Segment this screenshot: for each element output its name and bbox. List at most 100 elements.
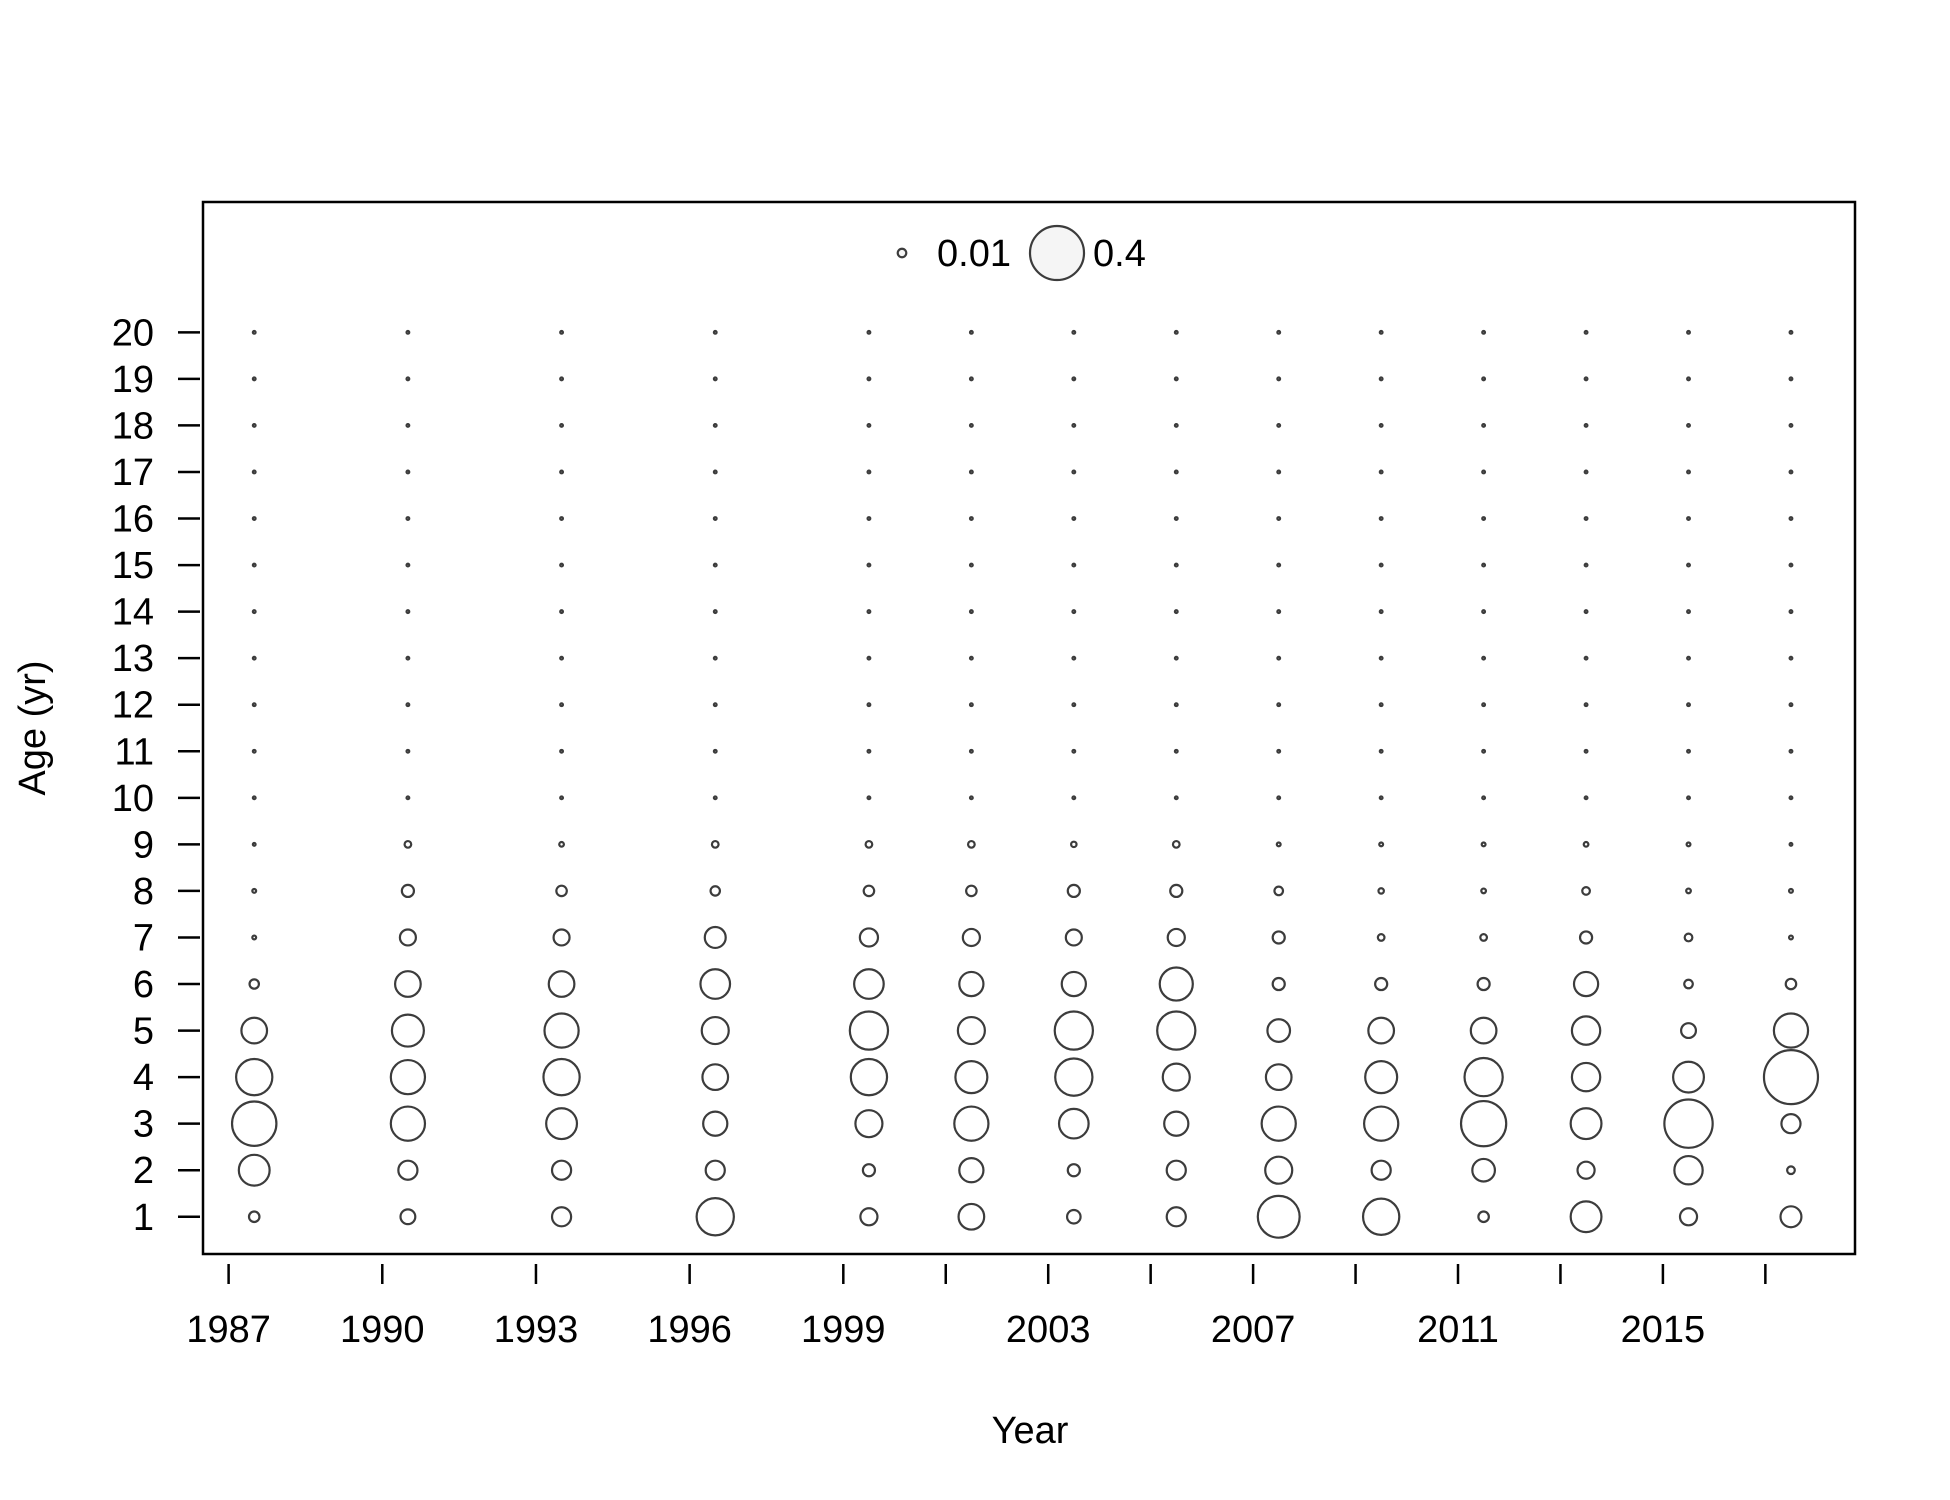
bubble-point [1481,609,1487,615]
bubble-point [709,885,722,897]
bubble-point [853,968,885,1000]
bubble-point [1071,795,1077,801]
bubble-point [247,1210,261,1224]
bubble-point [405,469,411,475]
x-tick-label: 2007 [1211,1309,1296,1351]
bubble-point [703,925,727,950]
bubble-point [712,469,718,475]
bubble-point [559,655,565,661]
bubble-point [399,1208,417,1226]
bubble-point [400,883,416,899]
bubble-point [1686,609,1691,615]
bubble-point [559,422,565,428]
bubble-point [968,702,974,708]
bubble-point [866,702,872,708]
bubble-point [1060,970,1087,998]
bubble-point [405,422,411,428]
bubble-point [1367,1016,1396,1045]
legend-label: 0.4 [1093,233,1146,275]
x-tick-label: 1996 [647,1309,732,1351]
bubble-point [1071,748,1077,754]
y-tick-label: 9 [133,824,154,866]
bubble-point [1378,795,1384,801]
bubble-point [1583,516,1589,521]
bubble-point [405,329,411,335]
bubble-point [1686,329,1691,335]
bubble-point [1762,1049,1820,1106]
bubble-point [1476,976,1491,992]
bubble-point [1788,562,1794,568]
bubble-point [968,795,974,801]
bubble-point [1378,748,1384,754]
bubble-point [861,1163,877,1178]
bubble-point [956,1015,986,1046]
bubble-point [1583,562,1589,568]
bubble-point [858,927,880,948]
bubble-point [1361,1197,1401,1236]
bubble-point [866,795,872,801]
bubble-point [1788,748,1794,754]
bubble-point [859,1207,879,1227]
bubble-point [1378,329,1384,335]
bubble-point [1173,748,1179,754]
bubble-point [542,1057,581,1097]
bubble-point [1276,516,1282,521]
bubble-point [1479,933,1489,942]
bubble-point [1374,976,1389,992]
bubble-point [1583,609,1589,615]
bubble-point [248,978,261,990]
bubble-point [559,469,565,475]
bubble-point [866,329,872,335]
bubble-point [1788,655,1794,661]
bubble-point [1057,1107,1090,1140]
bubble-point [1276,469,1282,475]
bubble-point [1264,1063,1293,1092]
bubble-point [397,1159,419,1181]
bubble-point [866,516,872,521]
bubble-point [712,795,718,801]
bubble-point [968,748,974,754]
bubble-point [1271,930,1286,945]
bubble-point [968,655,974,661]
bubble-point [1678,1207,1699,1227]
bubble-point [240,1016,269,1045]
bubble-point [230,1100,278,1147]
bubble-point [1583,748,1589,754]
x-tick-label: 2003 [1006,1309,1091,1351]
bubble-point [968,329,974,335]
bubble-point [1481,422,1487,428]
bubble-point [1686,516,1691,521]
bubble-point [405,609,411,615]
y-tick-label: 4 [133,1057,154,1099]
bubble-point [1166,927,1186,948]
bubble-point [958,970,985,998]
bubble-point [1480,887,1488,895]
bubble-point [1376,933,1386,942]
bubble-point [695,1197,735,1237]
bubble-point [1680,1022,1698,1040]
bubble-point [405,702,411,708]
bubble-point [1276,376,1282,382]
bubble-point [1788,795,1794,801]
bubble-point [1165,1159,1187,1181]
bubble-point [1788,376,1794,382]
bubble-point [559,562,565,568]
bubble-point [555,884,568,898]
bubble-point [1071,516,1077,521]
bubble-point [1788,841,1794,847]
bubble-point [700,1015,730,1046]
bubble-point [1788,469,1794,475]
bubble-point [1273,885,1285,897]
bubble-point [1378,655,1384,661]
bubble-point [866,748,872,754]
bubble-point [251,841,257,847]
bubble-point [1787,934,1794,941]
bubble-point [1064,928,1083,947]
bubble-point [1173,376,1179,382]
bubble-point [1165,1206,1187,1228]
bubble-point [1276,422,1282,428]
bubble-point [251,795,257,801]
bubble-point [712,562,718,568]
bubble-point [1786,1165,1796,1176]
bubble-point [1071,329,1077,335]
